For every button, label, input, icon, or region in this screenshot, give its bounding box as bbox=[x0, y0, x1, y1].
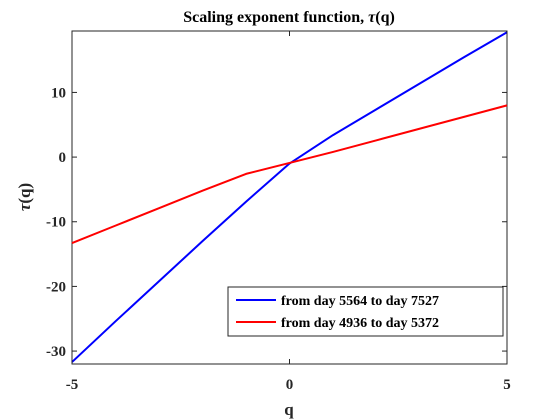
y-tick-label-1: -30 bbox=[46, 344, 66, 360]
y-tick-label-4: 0 bbox=[59, 150, 67, 166]
x-axis: -5 0 5 bbox=[66, 31, 511, 393]
chart-title: Scaling exponent function, τ(q) bbox=[183, 9, 395, 26]
x-tick-label-1: -5 bbox=[66, 377, 79, 393]
y-tick-label-2: -20 bbox=[46, 279, 66, 295]
series-layer bbox=[71, 31, 508, 363]
legend-label-series-2: from day 4936 to day 5372 bbox=[281, 316, 439, 331]
x-tick-label-2: 0 bbox=[286, 377, 294, 393]
y-axis-label: τ(q) bbox=[15, 183, 34, 211]
x-axis-label: q bbox=[284, 400, 294, 419]
y-tick-label-3: -10 bbox=[46, 215, 66, 231]
x-tick-label-3: 5 bbox=[503, 377, 511, 393]
series-line-2 bbox=[71, 104, 508, 245]
legend-box bbox=[227, 286, 504, 337]
y-tick-label-5: 10 bbox=[51, 85, 66, 101]
plot-area: -5 0 5 -30 -20 -10 0 10 bbox=[46, 30, 511, 393]
y-axis: -30 -20 -10 0 10 bbox=[46, 85, 507, 360]
legend: from day 5564 to day 7527 from day 4936 … bbox=[227, 286, 504, 337]
legend-label-series-1: from day 5564 to day 7527 bbox=[281, 294, 439, 309]
